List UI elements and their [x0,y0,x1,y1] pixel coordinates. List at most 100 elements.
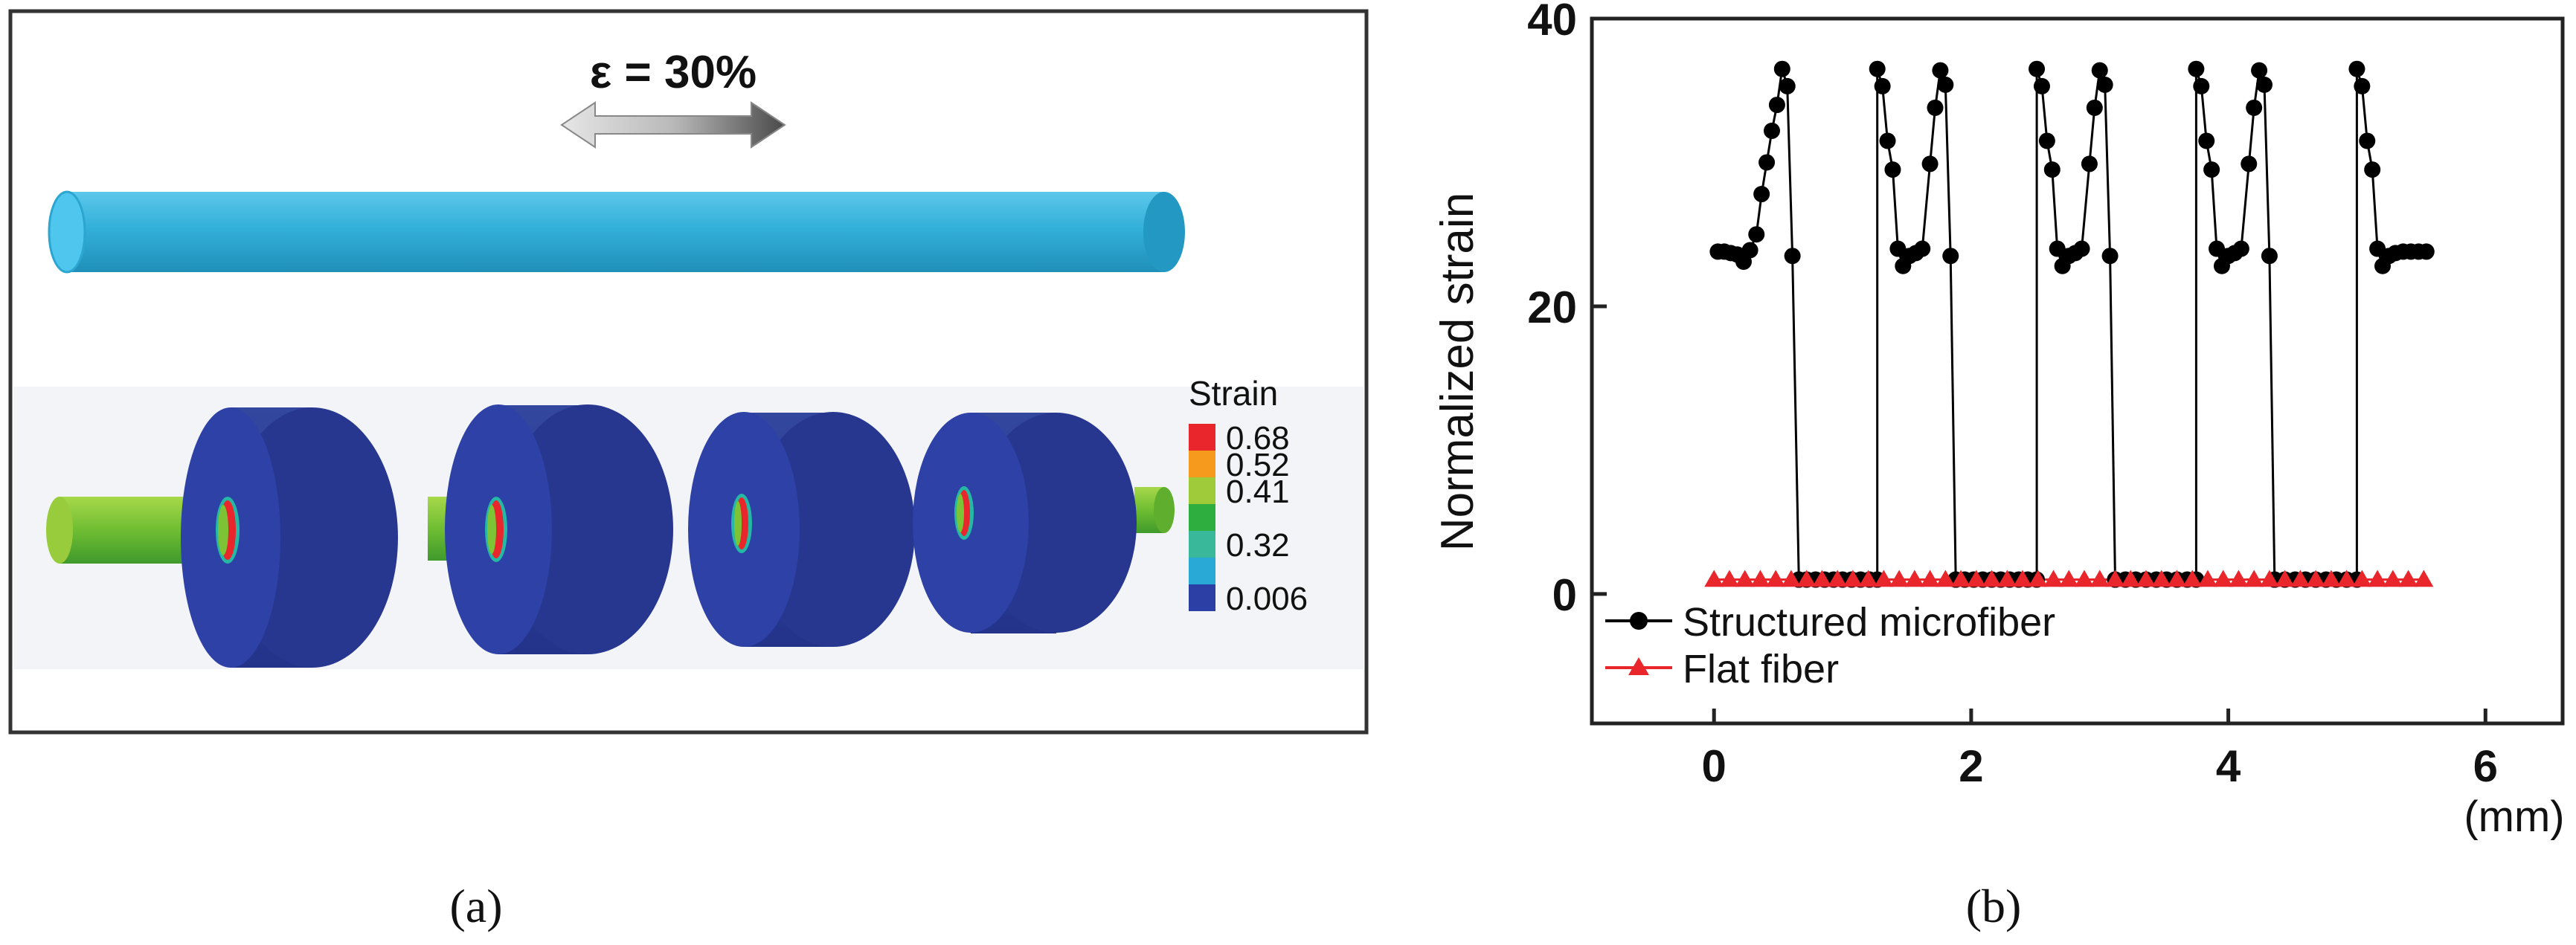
data-point [1997,570,2017,587]
data-point [2229,570,2249,587]
legend-title: Strain [1189,374,1278,413]
data-point [1781,570,1801,587]
data-point [2203,161,2220,178]
data-point [2105,570,2125,587]
data-point [1914,240,1931,257]
legend-swatch [1189,584,1215,611]
data-point [2251,62,2268,79]
data-point [2255,76,2273,93]
data-point [1828,570,1848,587]
data-point [1936,570,1956,587]
data-point [2275,570,2295,587]
data-point [2232,240,2249,257]
data-point [1874,570,1894,587]
data-point [2213,570,2233,587]
data-point [1966,570,1986,587]
data-point [2244,570,2264,587]
x-tick-label: 0 [1702,741,1727,791]
data-point [2241,155,2258,172]
data-point [1735,570,1755,587]
plot-frame [1590,16,2565,726]
y-tick-label: 20 [1527,283,1577,332]
data-point [2246,99,2263,116]
legend-value: 0.68 [1226,420,1290,457]
core-end-right [1154,487,1175,533]
data-point [1921,155,1939,172]
strain-legend: Strain 0.680.520.41 0.32 0.006 [1189,374,1308,617]
data-point [2193,77,2210,94]
data-point [1773,60,1790,77]
caption-a: (a) [449,880,502,932]
data-point [2081,155,2098,172]
legend-swatch [1189,504,1215,531]
disk-1 [181,407,398,668]
data-point [2043,570,2063,587]
data-point [2101,248,2119,265]
data-point [1920,570,1940,587]
data-point [1884,161,1901,178]
data-point [2090,570,2110,587]
disk-3 [688,412,915,647]
fiber-body [67,192,1164,272]
series-line-structured-microfiber [1718,68,2426,581]
data-point [1812,570,1832,587]
y-tick-label: 40 [1527,0,1577,45]
data-point [2086,99,2103,116]
legend-swatch [1189,558,1215,584]
data-point [1748,226,1765,243]
data-point [2197,570,2217,587]
core-end-left [46,497,73,564]
legend-value: 0.41 [1226,474,1290,510]
data-point [2033,77,2050,94]
data-point [2059,570,2079,587]
data-point [2336,570,2357,587]
data-point [1904,570,1924,587]
x-tick-label: 2 [1959,741,1983,791]
legend-swatch [1189,424,1215,451]
data-point [2259,570,2279,587]
data-point [2151,570,2171,587]
legend-swatch [1189,531,1215,558]
data-point [1796,570,1817,587]
caption-b: (b) [1966,880,2022,932]
data-point [1932,62,1949,79]
double-arrow-icon [560,101,786,149]
data-point [1766,570,1786,587]
data-point [2290,570,2310,587]
data-point [1942,248,1959,265]
disk-4 [913,413,1137,633]
data-point [2383,570,2403,587]
data-point [1750,570,1770,587]
legend-value: 0.52 [1226,447,1290,483]
legend-swatch [1189,477,1215,504]
x-axis-unit: (mm) [2464,793,2564,841]
x-tick-label: 4 [2216,741,2241,791]
strain-label: ε = 30% [590,47,757,98]
disk-2 [445,404,673,654]
data-point [1869,60,1886,77]
fiber-end-right [1143,192,1185,272]
data-point [2368,570,2388,587]
data-point [1758,154,1776,171]
data-point [1779,77,1796,94]
data-point [2028,570,2048,587]
legend-marker [1630,612,1648,630]
data-point [1719,570,1739,587]
data-point [2029,60,2046,77]
data-point [2261,248,2278,265]
data-point [2182,570,2203,587]
data-point [2306,570,2326,587]
panel-b: 0 2 4 6 0 20 40 Normalized strain (mm) Structu… [1432,0,2565,932]
fiber-end-left [48,190,86,274]
data-point [2198,132,2215,149]
data-point [2038,132,2055,149]
data-point [2348,60,2365,77]
data-point [2321,570,2341,587]
data-point [2354,77,2371,94]
data-point [2188,60,2205,77]
data-point [1927,99,1944,116]
data-point [1843,570,1863,587]
data-point [2352,570,2372,587]
